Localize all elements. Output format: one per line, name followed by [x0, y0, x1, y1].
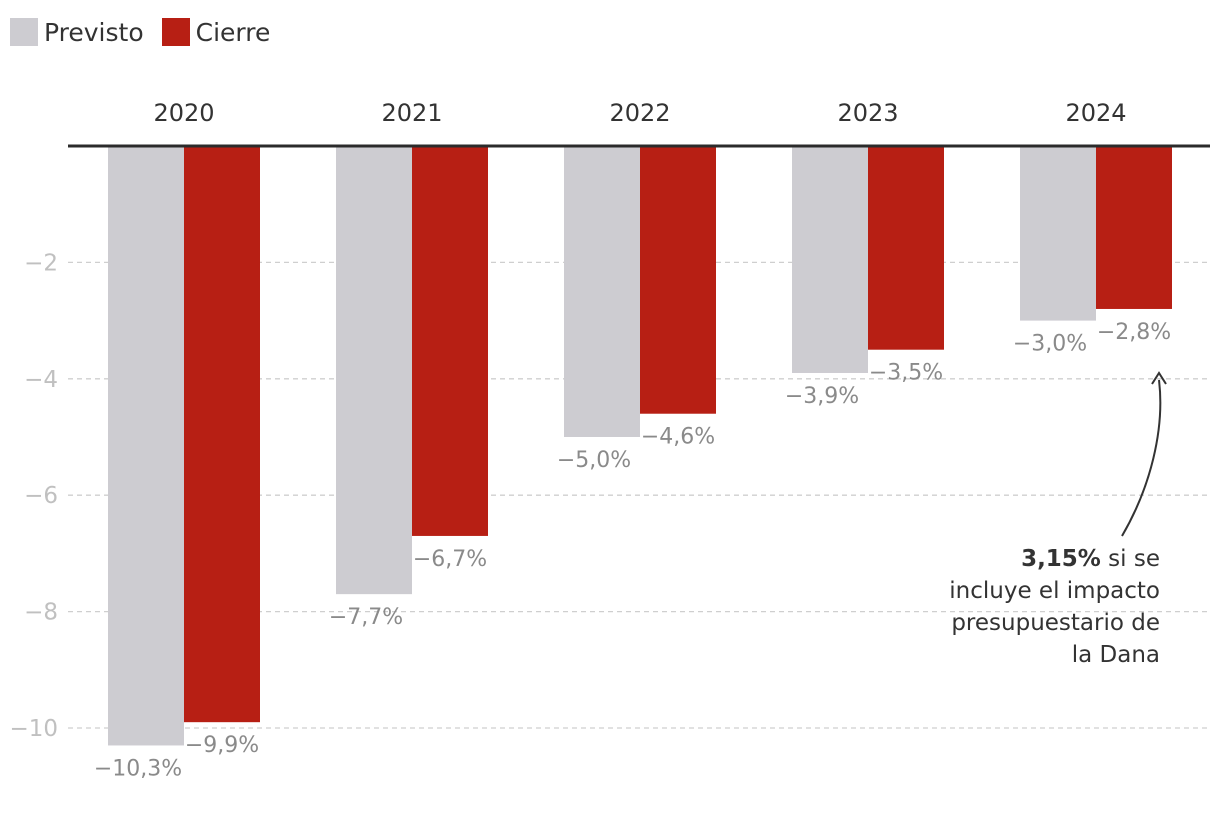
bar-previsto: [1020, 146, 1096, 321]
legend-item-previsto: Previsto: [10, 18, 144, 47]
bar-cierre: [184, 146, 260, 723]
bar-cierre: [868, 146, 944, 350]
x-tick-label: 2020: [153, 99, 214, 127]
annotation-arrow: [1121, 379, 1162, 537]
annotation-bold: 3,15%: [1021, 546, 1101, 572]
data-label: −5,0%: [557, 448, 631, 473]
data-label: −6,7%: [413, 547, 487, 572]
bar-cierre: [640, 146, 716, 414]
y-tick-label: −4: [24, 367, 58, 393]
legend-swatch-previsto: [10, 18, 38, 46]
bar-previsto: [108, 146, 184, 746]
legend-label-previsto: Previsto: [44, 17, 144, 47]
annotation-rest: si se: [1101, 546, 1160, 572]
x-tick-label: 2024: [1065, 99, 1126, 127]
bar-previsto: [336, 146, 412, 595]
bars: [108, 146, 1172, 746]
x-tick-label: 2023: [837, 99, 898, 127]
legend-label-cierre: Cierre: [195, 17, 271, 47]
legend-swatch-cierre: [161, 18, 190, 46]
labels: 2020 −10,3%−9,9% 2021 −7,7% −6,7% 2022 −5,0% −4…: [94, 99, 1171, 781]
data-label: −3,0%: [1013, 332, 1087, 357]
y-tick-label: −6: [24, 483, 58, 509]
annotation-arrowhead: [1151, 371, 1167, 385]
data-label: −7,7%: [329, 605, 403, 630]
data-label: −10,3%: [94, 756, 182, 781]
legend: Previsto Cierre: [10, 16, 288, 48]
annotation-line: 3,15% si se: [1021, 546, 1160, 572]
bar-previsto: [564, 146, 640, 437]
data-label: −9,9%: [185, 733, 259, 758]
data-label: −3,5%: [869, 361, 943, 386]
x-tick-label: 2021: [381, 99, 442, 127]
y-tick-label: −8: [24, 600, 58, 626]
bar-cierre: [1096, 146, 1172, 309]
annotation-line: presupuestario de: [951, 610, 1160, 636]
bar-previsto: [792, 146, 868, 373]
legend-item-cierre: Cierre: [161, 17, 271, 47]
bar-cierre: [412, 146, 488, 536]
annotation-line: incluye el impacto: [949, 578, 1160, 604]
y-tick-label: −2: [24, 250, 58, 276]
y-tick-label: −10: [9, 716, 58, 742]
x-tick-label: 2022: [609, 99, 670, 127]
data-label: −3,9%: [785, 384, 859, 409]
data-label: −4,6%: [641, 425, 715, 450]
annotation: 3,15% si se incluye el impacto presupuesta…: [949, 371, 1167, 668]
data-label: −2,8%: [1097, 320, 1171, 345]
annotation-line: la Dana: [1072, 642, 1160, 668]
